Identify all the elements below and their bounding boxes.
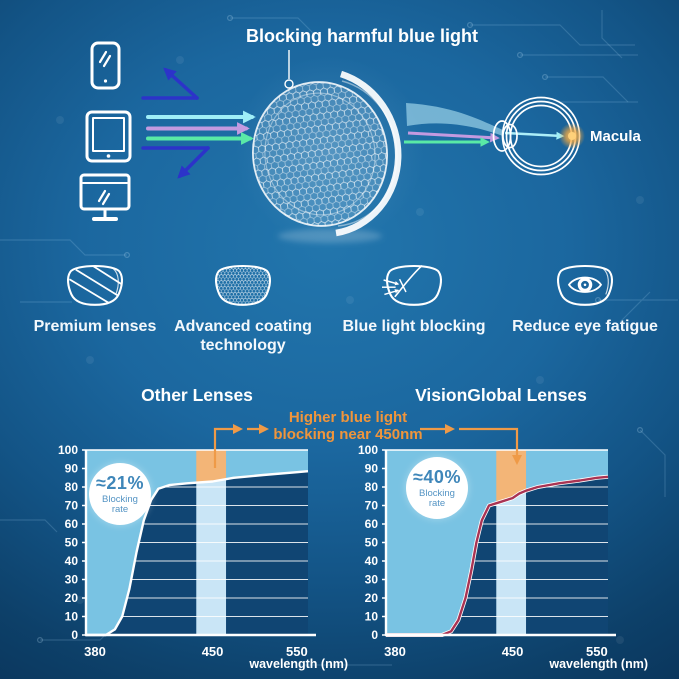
svg-text:450: 450 — [202, 644, 224, 659]
svg-text:100: 100 — [358, 443, 378, 457]
feature-premium-lenses: Premium lenses — [20, 260, 170, 336]
svg-text:20: 20 — [65, 591, 79, 605]
incoming-light-rays — [146, 110, 256, 145]
coated-lens — [235, 55, 425, 245]
tablet-icon — [85, 110, 132, 163]
features-row: Premium lenses Advanced coating technolo… — [0, 260, 679, 370]
annotation-line-2: blocking near 450nm — [273, 426, 423, 443]
annotation-line-1: Higher blue light — [288, 409, 408, 426]
svg-text:550: 550 — [586, 644, 608, 659]
blocking-rate-badge-right: ≈40% Blocking rate — [406, 457, 468, 519]
x-axis-label: wavelength (nm) — [549, 657, 648, 671]
badge-caption: Blocking rate — [419, 488, 455, 509]
svg-text:30: 30 — [365, 573, 379, 587]
reflected-blue-light-arrows — [141, 67, 210, 179]
svg-text:550: 550 — [286, 644, 308, 659]
svg-text:50: 50 — [65, 536, 79, 550]
hero-diagram: Blocking harmful blue light — [79, 26, 642, 245]
other-lenses-chart-block: 0 10 20 30 40 50 60 70 80 90 100 380 450 550 ≈21% Blo… — [50, 443, 348, 679]
svg-text:20: 20 — [365, 591, 379, 605]
macula-label: Macula — [590, 128, 642, 145]
svg-text:40: 40 — [365, 554, 379, 568]
svg-text:80: 80 — [365, 480, 379, 494]
x-axis-label: wavelength (nm) — [249, 657, 348, 671]
svg-text:70: 70 — [65, 499, 79, 513]
svg-text:100: 100 — [58, 443, 78, 457]
hero-title: Blocking harmful blue light — [246, 26, 478, 46]
svg-text:30: 30 — [65, 573, 79, 587]
smartphone-icon — [90, 41, 121, 90]
feature-label: Reduce eye fatigue — [512, 318, 658, 335]
svg-text:10: 10 — [365, 610, 379, 624]
svg-text:90: 90 — [365, 462, 379, 476]
visionglobal-lenses-chart: 0 10 20 30 40 50 60 70 80 90 100 380 450 550 — [358, 443, 616, 659]
svg-text:380: 380 — [384, 644, 406, 659]
feature-reduce-eye-fatigue: Reduce eye fatigue — [505, 260, 665, 336]
svg-text:50: 50 — [365, 536, 379, 550]
annotation-higher-blocking: Higher blue light blocking near 450nm — [267, 409, 429, 443]
left-chart-title: Other Lenses — [141, 385, 253, 405]
svg-text:0: 0 — [371, 628, 378, 642]
blue-light-block-lens-icon — [382, 264, 442, 306]
svg-text:10: 10 — [65, 610, 79, 624]
svg-text:380: 380 — [84, 644, 106, 659]
svg-text:450: 450 — [502, 644, 524, 659]
svg-text:40: 40 — [65, 554, 79, 568]
feature-label: Premium lenses — [33, 318, 157, 335]
badge-caption: Blocking rate — [102, 494, 138, 515]
feature-label: Advanced coating technology — [174, 318, 312, 354]
macula-core — [568, 132, 576, 140]
blocking-rate-badge-left: ≈21% Blocking rate — [89, 463, 151, 525]
feature-advanced-coating: Advanced coating technology — [163, 260, 323, 355]
svg-text:80: 80 — [65, 480, 79, 494]
svg-text:0: 0 — [71, 628, 78, 642]
transmitted-rays — [404, 103, 565, 147]
right-chart-title: VisionGlobal Lenses — [415, 385, 587, 405]
badge-value: ≈21% — [96, 473, 144, 493]
svg-text:60: 60 — [365, 517, 379, 531]
feature-blue-light-blocking: Blue light blocking — [334, 260, 494, 336]
visionglobal-lenses-chart-block: 0 10 20 30 40 50 60 70 80 90 100 380 450 550 ≈40% Blo… — [350, 443, 648, 679]
feature-label: Blue light blocking — [342, 318, 486, 335]
coating-mesh-lens-icon — [215, 264, 271, 306]
svg-text:70: 70 — [365, 499, 379, 513]
premium-lens-icon — [67, 264, 123, 306]
badge-value: ≈40% — [413, 467, 461, 487]
svg-text:60: 60 — [65, 517, 79, 531]
svg-text:90: 90 — [65, 462, 79, 476]
monitor-icon — [79, 173, 131, 221]
eye-in-lens-icon — [557, 264, 613, 306]
